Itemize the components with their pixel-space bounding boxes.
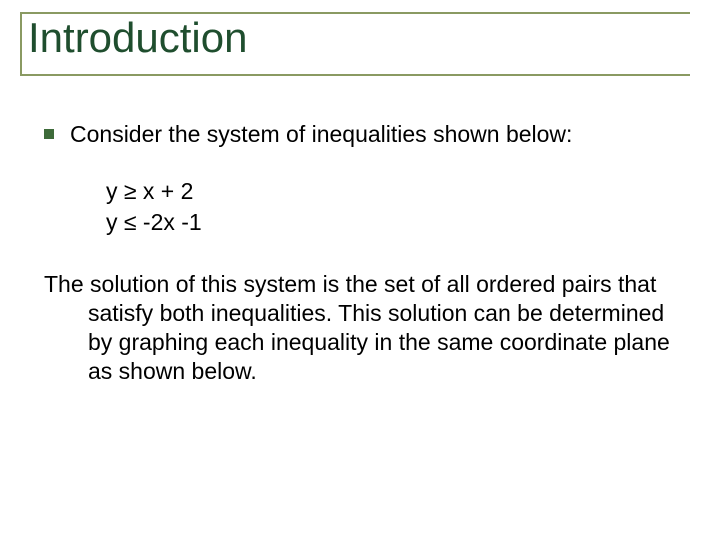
title-rule-bottom bbox=[20, 74, 690, 76]
paragraph: The solution of this system is the set o… bbox=[44, 270, 676, 385]
paragraph-text: The solution of this system is the set o… bbox=[88, 270, 676, 385]
equation-2: y ≤ -2x -1 bbox=[106, 208, 676, 237]
equations: y ≥ x + 2 y ≤ -2x -1 bbox=[106, 177, 676, 237]
equation-1: y ≥ x + 2 bbox=[106, 177, 676, 206]
title-wrap: Introduction bbox=[20, 14, 690, 62]
slide-title: Introduction bbox=[20, 14, 690, 62]
content: Consider the system of inequalities show… bbox=[44, 120, 676, 385]
bullet-text: Consider the system of inequalities show… bbox=[70, 120, 676, 149]
slide: Introduction Consider the system of ineq… bbox=[0, 0, 720, 540]
square-bullet-icon bbox=[44, 129, 54, 139]
bullet-item: Consider the system of inequalities show… bbox=[44, 120, 676, 149]
